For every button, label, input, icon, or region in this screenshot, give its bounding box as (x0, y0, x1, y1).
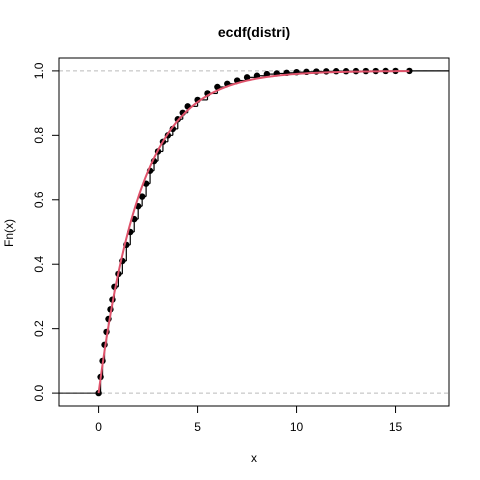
ecdf-point (138, 193, 146, 200)
y-tick-label: 0.6 (32, 191, 46, 208)
ecdf-point (263, 70, 271, 78)
x-tick-label: 5 (194, 420, 201, 434)
ecdf-point (95, 389, 102, 397)
y-tick-label: 0.8 (32, 127, 46, 144)
y-axis-label: Fn(x) (2, 219, 16, 247)
x-tick-label: 15 (389, 420, 403, 434)
y-axis: 0.0 0.2 0.4 0.6 0.8 1.0 (32, 62, 60, 401)
y-tick-label: 0.2 (32, 320, 46, 337)
theoretical-cdf-curve (97, 70, 410, 394)
x-tick-label: 10 (290, 420, 304, 434)
ecdf-point (214, 83, 221, 91)
chart-title: ecdf(distri) (218, 24, 290, 40)
x-axis-label: x (251, 451, 257, 465)
y-tick-label: 0.4 (32, 256, 46, 273)
y-tick-label: 1.0 (32, 62, 46, 79)
x-axis: 0 5 10 15 (95, 405, 403, 434)
x-tick-label: 0 (95, 420, 102, 434)
ecdf-point (243, 74, 251, 81)
y-tick-label: 0.0 (32, 384, 46, 401)
